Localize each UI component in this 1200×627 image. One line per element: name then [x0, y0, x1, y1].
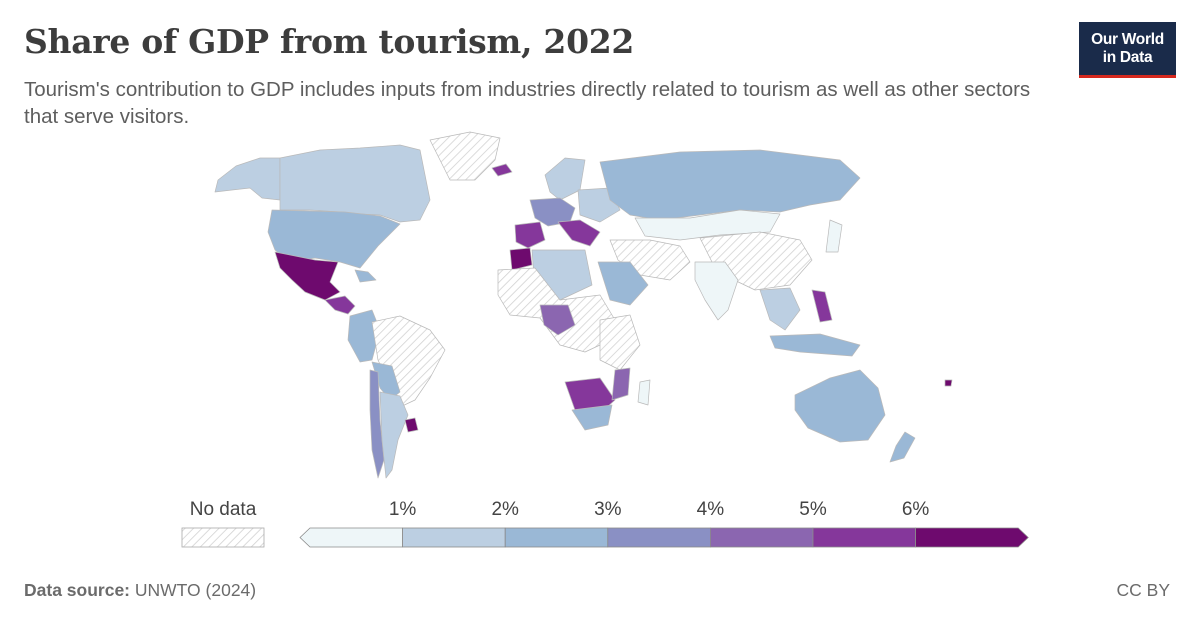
legend-bin[interactable] [607, 527, 711, 548]
chart-title: Share of GDP from tourism, 2022 [24, 22, 635, 61]
legend-tick-label: 6% [902, 499, 930, 520]
map-region-italy-balkans[interactable] [557, 219, 601, 247]
world-map[interactable] [0, 0, 1200, 500]
map-region-fiji[interactable] [944, 379, 953, 387]
map-region-central-africa[interactable] [539, 304, 576, 336]
legend-bin[interactable] [915, 527, 1029, 548]
map-region-madagascar[interactable] [637, 379, 651, 406]
map-region-philippines[interactable] [811, 289, 833, 323]
logo-line-2: in Data [1102, 49, 1153, 66]
legend-bin[interactable] [504, 527, 609, 548]
map-region-usa[interactable] [267, 209, 401, 269]
map-region-chile[interactable] [369, 369, 385, 479]
map-region-east-africa[interactable] [599, 314, 641, 371]
map-region-japan[interactable] [825, 219, 843, 253]
map-region-new-zealand[interactable] [889, 431, 916, 463]
legend-tick-label: 2% [491, 499, 519, 520]
map-region-mozambique[interactable] [611, 367, 631, 401]
map-region-caribbean[interactable] [354, 269, 377, 283]
data-source-value[interactable]: UNWTO (2024) [134, 580, 257, 600]
map-region-uruguay[interactable] [404, 417, 419, 433]
owid-logo[interactable]: Our World in Data [1079, 22, 1176, 78]
map-region-iberia[interactable] [514, 221, 546, 249]
map-region-kazakhstan-mongolia[interactable] [634, 209, 781, 241]
map-region-greenland[interactable] [429, 131, 501, 181]
data-source: Data source: UNWTO (2024) [24, 580, 256, 601]
map-region-india[interactable] [694, 261, 739, 321]
legend-tick-label: 5% [799, 499, 827, 520]
map-region-mexico[interactable] [274, 251, 341, 301]
map-region-indonesia[interactable] [769, 333, 861, 357]
map-region-saudi-arabia[interactable] [597, 261, 649, 306]
logo-line-1: Our World [1091, 31, 1164, 48]
map-region-argentina[interactable] [379, 391, 409, 479]
license[interactable]: CC BY [1116, 580, 1170, 600]
map-region-canada[interactable] [279, 144, 431, 223]
map-region-iceland[interactable] [491, 163, 513, 177]
map-region-southeast-asia[interactable] [759, 287, 801, 331]
legend-bin[interactable] [812, 527, 916, 548]
data-source-label: Data source: [24, 580, 131, 600]
map-region-morocco[interactable] [509, 247, 533, 271]
map-region-russia[interactable] [599, 149, 861, 221]
legend-bin[interactable] [710, 527, 814, 548]
chart-subtitle: Tourism's contribution to GDP includes i… [24, 78, 1031, 128]
legend-tick-label: 3% [594, 499, 622, 520]
map-region-south-africa[interactable] [571, 404, 613, 431]
map-region-australia[interactable] [794, 369, 886, 443]
map-region-central-america[interactable] [324, 295, 356, 315]
legend-tick-label: 1% [389, 499, 417, 520]
legend-no-data-label: No data [190, 499, 257, 520]
map-region-alaska[interactable] [214, 157, 281, 201]
legend-bin[interactable] [299, 527, 403, 548]
legend-no-data-swatch [181, 527, 265, 548]
legend-tick-label: 4% [697, 499, 725, 520]
legend-bin[interactable] [402, 527, 506, 548]
